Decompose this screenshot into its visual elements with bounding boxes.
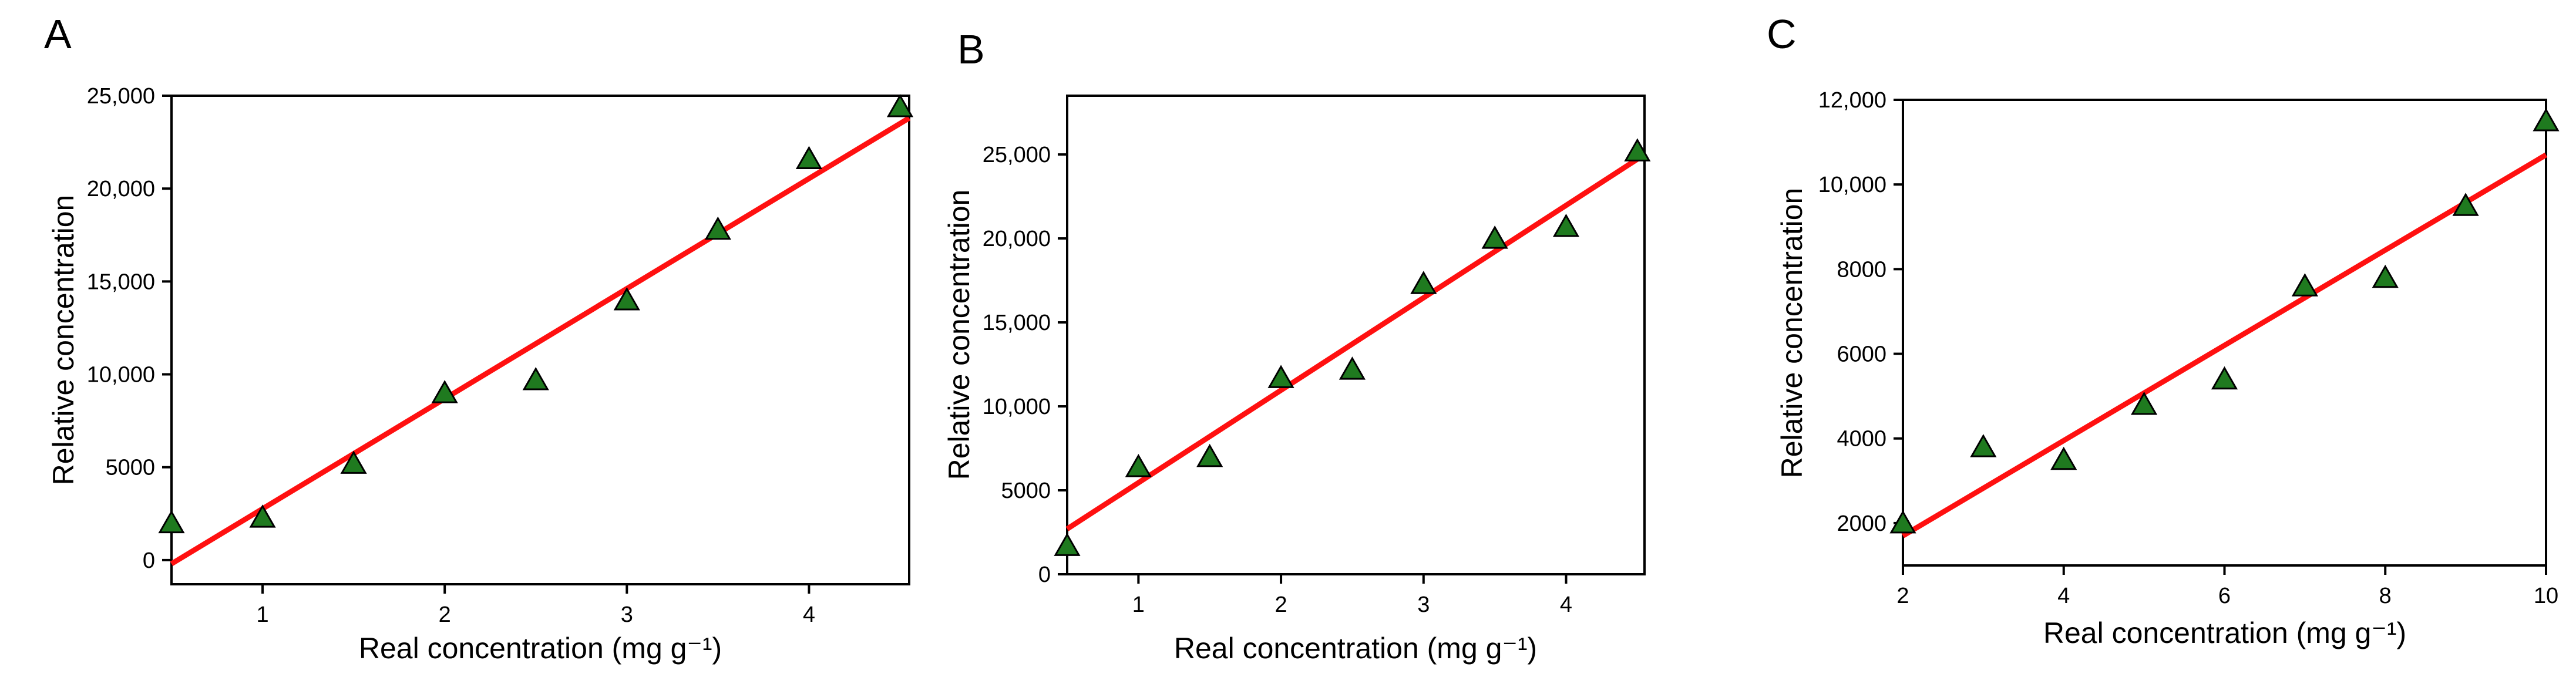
x-tick-label-a: 4 (803, 602, 815, 627)
y-tick-label-b: 10,000 (983, 395, 1051, 419)
y-axis-title-c: Relative concentration (1775, 188, 1808, 479)
data-point-a (613, 287, 640, 311)
data-point-a (340, 450, 367, 474)
x-tick-label-b: 1 (1132, 592, 1145, 617)
panel-label-b: B (957, 26, 985, 72)
panel-label-c: C (1767, 11, 1797, 57)
x-tick-label-c: 2 (1896, 584, 1909, 608)
y-tick-label-c: 2000 (1837, 511, 1886, 536)
y-tick-label-a: 20,000 (87, 177, 155, 201)
data-point-c (1889, 510, 1916, 534)
x-tick-label-a: 3 (621, 602, 633, 627)
data-point-c (2372, 264, 2399, 288)
regression-line-b (1065, 152, 1646, 531)
y-axis-title-b: Relative concentration (943, 190, 976, 480)
chart-panel-c: C 2 4 6 8 10 2000 4000 6000 8000 10,000 12,000 Real … (1767, 11, 2560, 649)
x-tick-label-c: 8 (2379, 584, 2392, 608)
y-tick-label-b: 0 (1038, 563, 1051, 587)
x-axis-title-c: Real concentration (mg g⁻¹) (2043, 617, 2406, 649)
panel-label-a: A (44, 11, 72, 57)
data-point-c (2291, 273, 2318, 297)
x-tick-label-c: 6 (2218, 584, 2231, 608)
x-tick-label-b: 4 (1560, 592, 1572, 617)
x-tick-label-a: 2 (439, 602, 451, 627)
y-tick-label-b: 20,000 (983, 227, 1051, 251)
data-point-a (886, 93, 914, 117)
data-point-b (1552, 214, 1580, 237)
x-axis-title-a: Real concentration (mg g⁻¹) (359, 632, 722, 665)
data-point-b (1054, 533, 1081, 556)
data-point-b (1624, 138, 1651, 161)
y-tick-label-a: 10,000 (87, 363, 155, 388)
data-point-a (522, 366, 549, 390)
x-axis-title-b: Real concentration (mg g⁻¹) (1174, 632, 1537, 665)
chart-panel-b: B 1 2 3 4 0 5000 10,000 15,000 20,000 25,000 Real c… (943, 26, 1651, 665)
y-tick-label-c: 6000 (1837, 342, 1886, 367)
x-tick-label-b: 2 (1275, 592, 1287, 617)
data-point-c (2533, 108, 2560, 132)
data-point-a (795, 146, 823, 170)
data-point-c (2050, 446, 2077, 470)
y-tick-label-a: 25,000 (87, 84, 155, 109)
data-point-b (1125, 453, 1152, 477)
data-point-a (431, 380, 458, 403)
x-tick-label-c: 4 (2057, 584, 2070, 608)
x-tick-label-a: 1 (256, 602, 268, 627)
plot-frame-a (170, 95, 910, 585)
data-point-b (1196, 443, 1223, 467)
plot-frame-c (1902, 99, 2547, 567)
y-tick-label-b: 15,000 (983, 311, 1051, 335)
x-tick-label-c: 10 (2534, 584, 2558, 608)
regression-line-a (170, 116, 911, 567)
y-axis-title-a: Relative concentration (47, 195, 80, 486)
data-point-b (1410, 271, 1437, 294)
y-tick-label-b: 5000 (1001, 479, 1051, 503)
data-point-c (2131, 392, 2158, 415)
data-point-a (704, 216, 731, 240)
data-point-b (1481, 225, 1508, 249)
y-tick-label-b: 25,000 (983, 143, 1051, 167)
data-point-a (158, 510, 185, 534)
data-point-b (1339, 356, 1366, 380)
regression-line-c (1901, 152, 2548, 538)
y-tick-label-a: 5000 (105, 456, 155, 480)
y-tick-label-c: 4000 (1837, 427, 1886, 452)
y-tick-label-c: 12,000 (1818, 88, 1886, 113)
data-point-c (2211, 366, 2238, 390)
plot-frame-b (1066, 95, 1646, 575)
x-tick-label-b: 3 (1417, 592, 1430, 617)
chart-panel-a: A 1 2 3 4 0 5000 10,000 15,000 20,000 25,000 Real c… (44, 11, 914, 665)
data-point-a (249, 504, 276, 528)
data-point-c (2452, 193, 2479, 216)
y-tick-label-a: 0 (143, 548, 155, 573)
y-tick-label-c: 8000 (1837, 257, 1886, 282)
data-point-c (1970, 434, 1997, 457)
data-point-b (1267, 365, 1294, 388)
y-tick-label-a: 15,000 (87, 270, 155, 294)
y-tick-label-c: 10,000 (1818, 173, 1886, 197)
